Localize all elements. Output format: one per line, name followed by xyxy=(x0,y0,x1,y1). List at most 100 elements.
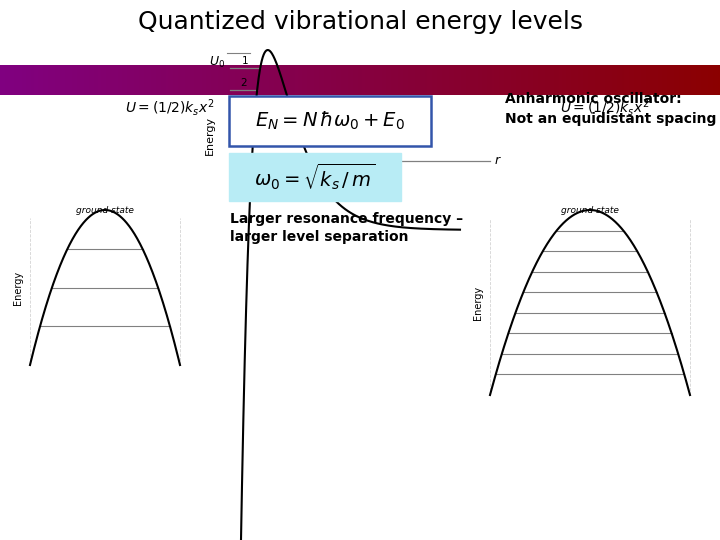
Bar xyxy=(475,65,477,95)
Bar xyxy=(621,65,624,95)
Bar xyxy=(343,65,346,95)
Bar xyxy=(396,65,398,95)
Bar xyxy=(240,65,243,95)
Bar xyxy=(377,65,379,95)
Bar xyxy=(439,65,441,95)
Bar xyxy=(711,65,713,95)
Bar xyxy=(137,65,139,95)
Bar xyxy=(348,65,351,95)
Bar xyxy=(228,65,230,95)
Bar xyxy=(552,65,554,95)
Bar xyxy=(151,65,153,95)
Bar xyxy=(379,65,382,95)
Bar xyxy=(634,65,636,95)
Bar xyxy=(549,65,552,95)
Bar xyxy=(434,65,437,95)
Bar xyxy=(686,65,689,95)
Bar xyxy=(48,65,50,95)
Bar xyxy=(7,65,9,95)
Bar xyxy=(641,65,643,95)
Bar xyxy=(34,65,36,95)
Bar xyxy=(127,65,130,95)
Bar xyxy=(545,65,547,95)
Bar xyxy=(293,65,295,95)
Bar xyxy=(2,65,5,95)
Bar xyxy=(50,65,53,95)
Bar xyxy=(513,65,516,95)
Bar xyxy=(79,65,81,95)
Bar xyxy=(665,65,667,95)
Bar xyxy=(432,65,434,95)
Bar xyxy=(300,65,302,95)
Bar xyxy=(648,65,650,95)
Bar xyxy=(614,65,617,95)
Bar xyxy=(197,65,199,95)
Text: $U_0$: $U_0$ xyxy=(209,55,225,70)
Bar xyxy=(216,65,218,95)
Bar xyxy=(639,65,641,95)
Bar xyxy=(684,65,686,95)
Bar xyxy=(81,65,84,95)
Bar xyxy=(559,65,562,95)
Bar xyxy=(149,65,151,95)
Bar xyxy=(9,65,12,95)
Bar xyxy=(437,65,439,95)
Bar xyxy=(132,65,135,95)
Bar xyxy=(117,65,120,95)
Bar xyxy=(696,65,698,95)
Bar xyxy=(70,65,72,95)
Bar xyxy=(211,65,214,95)
Bar xyxy=(41,65,43,95)
Bar xyxy=(24,65,27,95)
Bar xyxy=(250,65,252,95)
Bar xyxy=(192,65,194,95)
Bar xyxy=(607,65,610,95)
Text: $\omega_0 = \sqrt{k_s\,/\,m}$: $\omega_0 = \sqrt{k_s\,/\,m}$ xyxy=(254,161,376,192)
Bar xyxy=(264,65,266,95)
Bar xyxy=(312,65,315,95)
Bar xyxy=(509,65,511,95)
Bar xyxy=(410,65,413,95)
Bar xyxy=(156,65,158,95)
Bar xyxy=(600,65,603,95)
Bar xyxy=(341,65,343,95)
Bar xyxy=(487,65,490,95)
Bar xyxy=(19,65,22,95)
Bar xyxy=(423,65,425,95)
Bar xyxy=(290,65,293,95)
Bar xyxy=(84,65,86,95)
Bar xyxy=(252,65,254,95)
Text: Anharmonic oscillator:
Not an equidistant spacing of levels: Anharmonic oscillator: Not an equidistan… xyxy=(505,92,720,126)
Bar xyxy=(598,65,600,95)
Bar xyxy=(223,65,225,95)
Bar xyxy=(161,65,163,95)
Bar xyxy=(182,65,185,95)
Bar xyxy=(247,65,250,95)
Bar xyxy=(693,65,696,95)
FancyBboxPatch shape xyxy=(229,153,401,201)
Bar xyxy=(473,65,475,95)
Bar xyxy=(619,65,621,95)
Bar xyxy=(297,65,300,95)
Bar xyxy=(461,65,463,95)
Bar xyxy=(45,65,48,95)
Bar xyxy=(657,65,660,95)
Bar xyxy=(74,65,77,95)
Bar xyxy=(279,65,281,95)
Bar xyxy=(338,65,341,95)
Bar xyxy=(336,65,338,95)
Bar xyxy=(153,65,156,95)
Bar xyxy=(679,65,682,95)
Bar xyxy=(346,65,348,95)
Bar xyxy=(389,65,391,95)
Bar xyxy=(391,65,394,95)
Bar xyxy=(499,65,502,95)
Bar xyxy=(120,65,122,95)
Text: 5: 5 xyxy=(238,129,245,139)
Bar xyxy=(12,65,14,95)
Bar xyxy=(374,65,377,95)
Text: $U = (1/2)k_sx^2$: $U = (1/2)k_sx^2$ xyxy=(125,97,215,118)
Bar xyxy=(207,65,209,95)
Bar xyxy=(135,65,137,95)
Bar xyxy=(535,65,538,95)
